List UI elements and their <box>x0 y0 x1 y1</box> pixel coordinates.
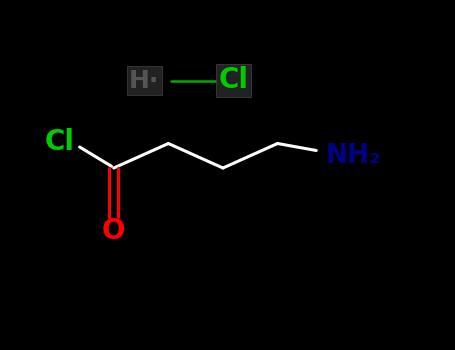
Text: H·: H· <box>129 69 159 92</box>
Text: NH₂: NH₂ <box>325 143 381 169</box>
Text: O: O <box>102 217 126 245</box>
Text: Cl: Cl <box>218 66 248 94</box>
Text: Cl: Cl <box>44 128 74 156</box>
